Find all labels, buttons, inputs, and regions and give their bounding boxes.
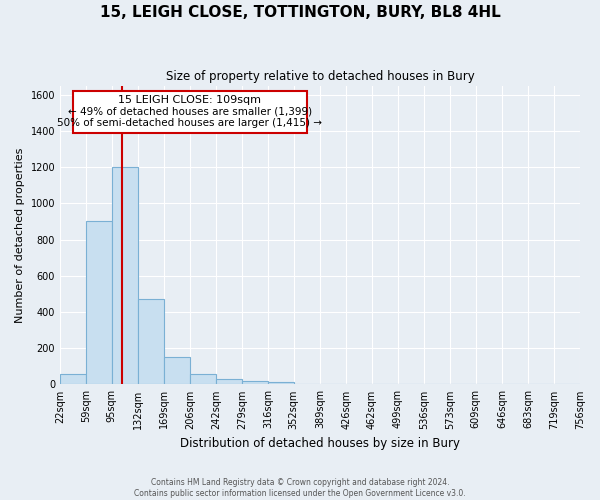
- Bar: [73, 91, 307, 132]
- Bar: [138, 300, 164, 384]
- Bar: [60, 374, 86, 384]
- Bar: [164, 358, 190, 384]
- Y-axis label: Number of detached properties: Number of detached properties: [15, 148, 25, 322]
- Bar: [112, 167, 138, 384]
- Text: Contains HM Land Registry data © Crown copyright and database right 2024.
Contai: Contains HM Land Registry data © Crown c…: [134, 478, 466, 498]
- Title: Size of property relative to detached houses in Bury: Size of property relative to detached ho…: [166, 70, 475, 83]
- Bar: [190, 374, 216, 384]
- Bar: [216, 379, 242, 384]
- Bar: [268, 382, 294, 384]
- Bar: [86, 222, 112, 384]
- Text: 15, LEIGH CLOSE, TOTTINGTON, BURY, BL8 4HL: 15, LEIGH CLOSE, TOTTINGTON, BURY, BL8 4…: [100, 5, 500, 20]
- Bar: [242, 381, 268, 384]
- X-axis label: Distribution of detached houses by size in Bury: Distribution of detached houses by size …: [180, 437, 460, 450]
- Text: 50% of semi-detached houses are larger (1,415) →: 50% of semi-detached houses are larger (…: [57, 118, 322, 128]
- Text: 15 LEIGH CLOSE: 109sqm: 15 LEIGH CLOSE: 109sqm: [118, 95, 261, 105]
- Text: ← 49% of detached houses are smaller (1,399): ← 49% of detached houses are smaller (1,…: [68, 107, 312, 117]
